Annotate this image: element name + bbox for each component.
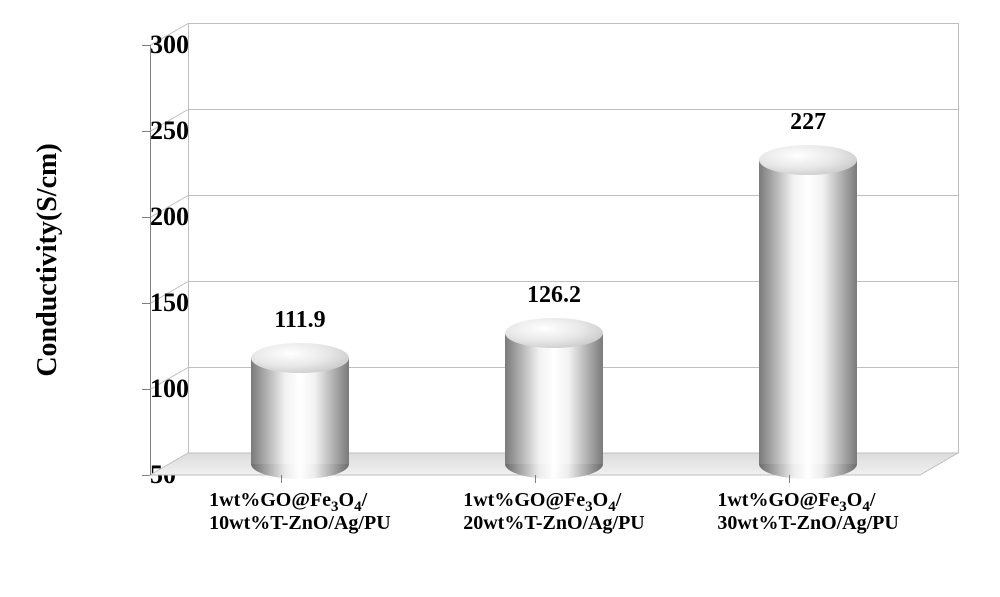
bar-body (505, 333, 603, 464)
x-tick-mark (281, 475, 282, 483)
conductivity-bar-chart: 50100150200250300Conductivity(S/cm)111.9… (0, 0, 1000, 597)
bar-top-ellipse (251, 343, 349, 373)
x-tick-label-line1: 1wt%GO@Fe3O4/ (209, 489, 391, 512)
bar-cylinder (759, 145, 857, 479)
x-tick-label: 1wt%GO@Fe3O4/30wt%T-ZnO/Ag/PU (717, 489, 899, 535)
x-tick-label-line1: 1wt%GO@Fe3O4/ (463, 489, 645, 512)
y-axis-title: Conductivity(S/cm) (32, 143, 64, 376)
x-tick-label-line1: 1wt%GO@Fe3O4/ (717, 489, 899, 512)
bar-cylinder (505, 318, 603, 479)
x-tick-label-line2: 10wt%T-ZnO/Ag/PU (209, 512, 391, 535)
bar-value-label: 227 (790, 109, 826, 136)
x-tick-label-line2: 30wt%T-ZnO/Ag/PU (717, 512, 899, 535)
back-right-edge (958, 23, 959, 453)
bar-value-label: 111.9 (274, 307, 325, 334)
y-axis-line (150, 45, 151, 475)
x-tick-mark (789, 475, 790, 483)
bar-value-label: 126.2 (527, 282, 581, 309)
x-tick-label-line2: 20wt%T-ZnO/Ag/PU (463, 512, 645, 535)
back-left-edge (188, 23, 189, 453)
x-tick-label: 1wt%GO@Fe3O4/10wt%T-ZnO/Ag/PU (209, 489, 391, 535)
bar-body (251, 358, 349, 464)
bar-cylinder (251, 343, 349, 479)
bar-body (759, 160, 857, 464)
x-tick-label: 1wt%GO@Fe3O4/20wt%T-ZnO/Ag/PU (463, 489, 645, 535)
bar-top-ellipse (505, 318, 603, 348)
bar-top-ellipse (759, 145, 857, 175)
x-tick-mark (535, 475, 536, 483)
